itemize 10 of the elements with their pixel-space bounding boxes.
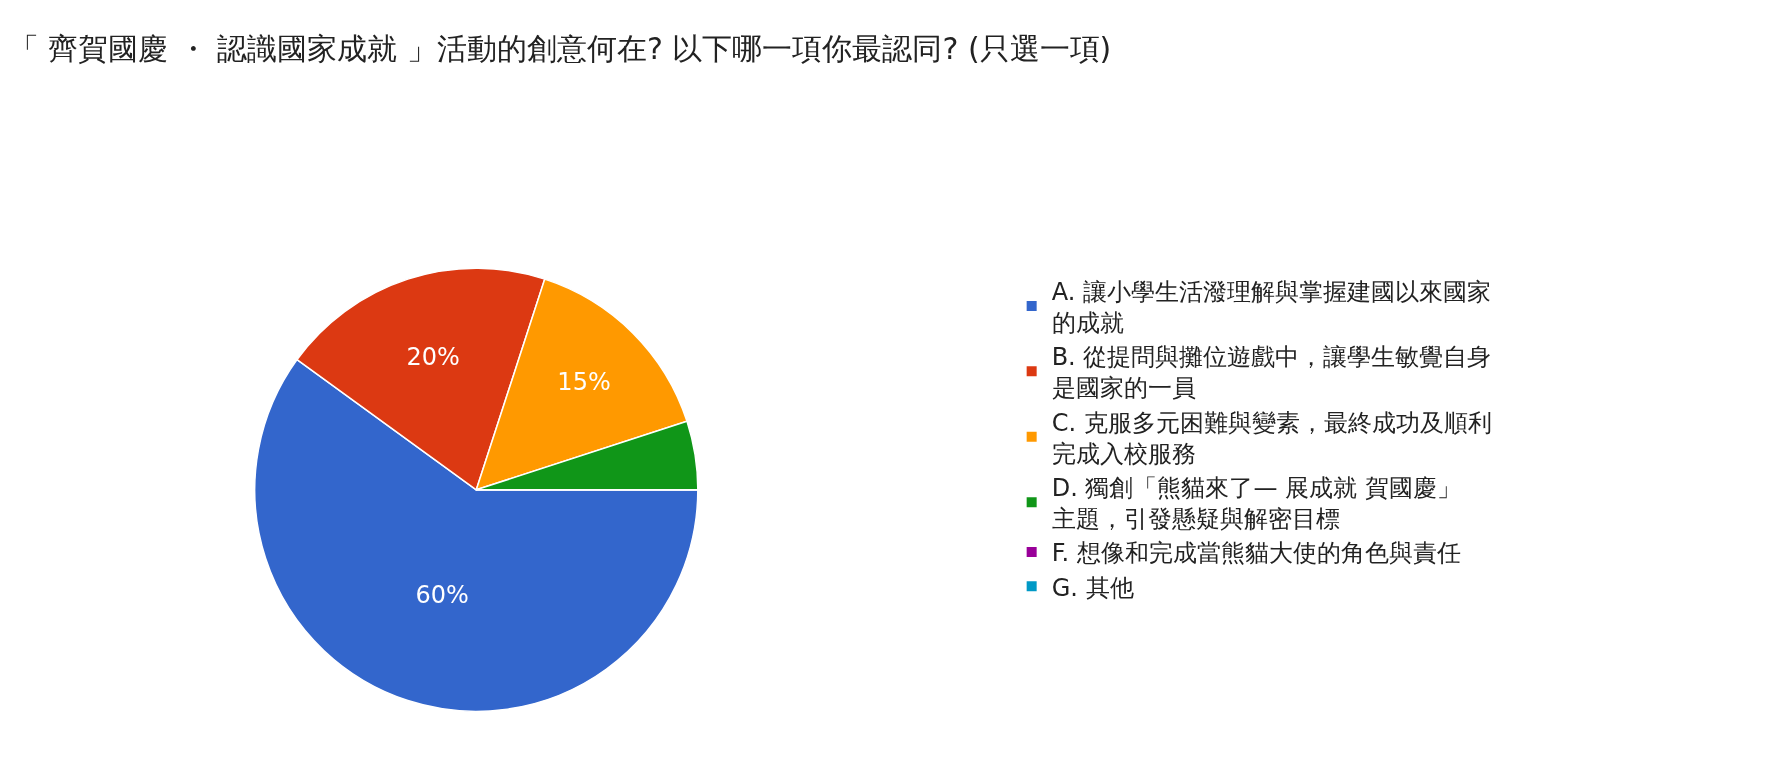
- legend-label: C. 克服多元困難與變素，最終成功及順利完成入校服務: [1051, 408, 1492, 468]
- legend-label: G. 其他: [1051, 573, 1134, 602]
- data-label: 60%: [415, 581, 469, 610]
- legend-label: F. 想像和完成當熊貓大使的角色與責任: [1051, 539, 1461, 568]
- chart-title: 「 齊賀國慶 ・ 認識國家成就 」活動的創意何在? 以下哪一項你最認同? (只選一項): [8, 31, 1112, 67]
- data-label: 20%: [406, 343, 460, 372]
- data-label: 15%: [557, 368, 611, 397]
- legend-label: D. 獨創「熊貓來了— 展成就 賀國慶」主題，引發懸疑與解密目標: [1051, 473, 1461, 534]
- legend-label: B. 從提問與攤位遊戲中，讓學生敏覺自身是國家的一員: [1051, 343, 1492, 403]
- legend-label: A. 讓小學生活潑理解與掌握建國以來國家的成就: [1051, 277, 1491, 337]
